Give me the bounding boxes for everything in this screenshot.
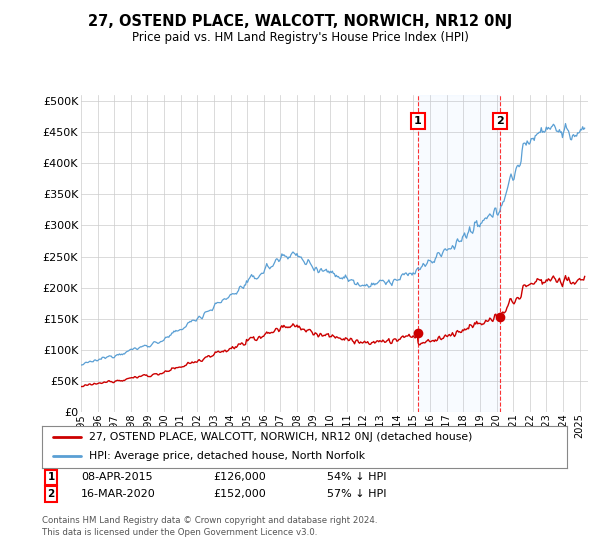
Text: 27, OSTEND PLACE, WALCOTT, NORWICH, NR12 0NJ: 27, OSTEND PLACE, WALCOTT, NORWICH, NR12… bbox=[88, 14, 512, 29]
Text: 16-MAR-2020: 16-MAR-2020 bbox=[81, 489, 156, 499]
Text: £152,000: £152,000 bbox=[213, 489, 266, 499]
Text: 2: 2 bbox=[47, 489, 55, 499]
Text: Contains HM Land Registry data © Crown copyright and database right 2024.
This d: Contains HM Land Registry data © Crown c… bbox=[42, 516, 377, 537]
Text: 1: 1 bbox=[47, 472, 55, 482]
Text: 27, OSTEND PLACE, WALCOTT, NORWICH, NR12 0NJ (detached house): 27, OSTEND PLACE, WALCOTT, NORWICH, NR12… bbox=[89, 432, 473, 442]
Text: Price paid vs. HM Land Registry's House Price Index (HPI): Price paid vs. HM Land Registry's House … bbox=[131, 31, 469, 44]
Text: 54% ↓ HPI: 54% ↓ HPI bbox=[327, 472, 386, 482]
Text: 1: 1 bbox=[414, 116, 422, 126]
Text: 57% ↓ HPI: 57% ↓ HPI bbox=[327, 489, 386, 499]
Text: HPI: Average price, detached house, North Norfolk: HPI: Average price, detached house, Nort… bbox=[89, 451, 365, 461]
Bar bbox=[418, 95, 500, 412]
Text: 2: 2 bbox=[496, 116, 504, 126]
Text: 08-APR-2015: 08-APR-2015 bbox=[81, 472, 152, 482]
Text: £126,000: £126,000 bbox=[213, 472, 266, 482]
